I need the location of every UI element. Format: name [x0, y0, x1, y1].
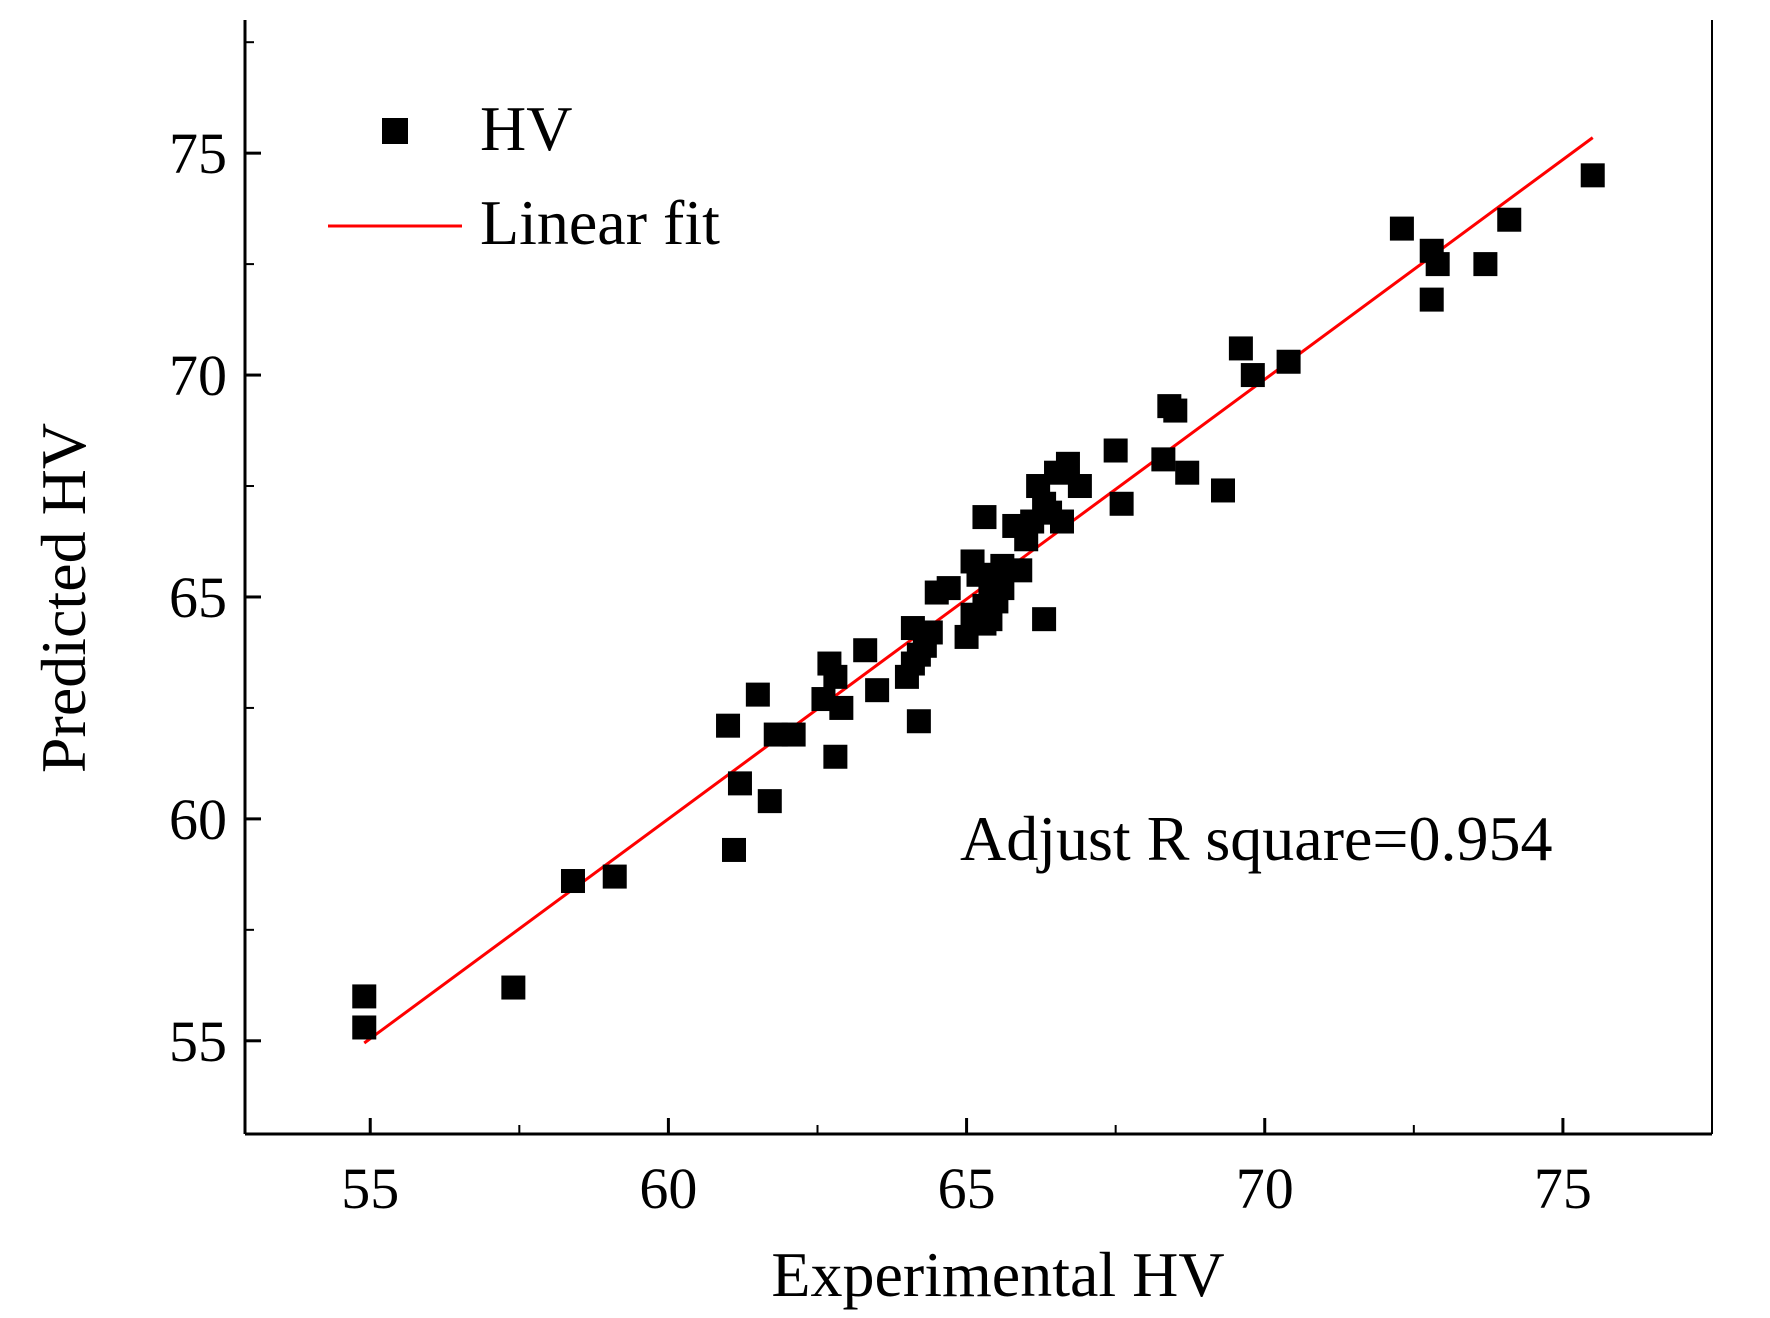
- x-tick-label: 55: [341, 1156, 399, 1221]
- ticks: 55 60 65 70 75 55 60 65 70 75: [169, 41, 1713, 1221]
- legend-label-hv: HV: [480, 93, 572, 164]
- data-point: [865, 678, 890, 703]
- data-point: [1580, 163, 1605, 188]
- data-point: [823, 744, 848, 769]
- data-point: [1163, 398, 1188, 423]
- data-point: [1419, 287, 1444, 312]
- data-point: [1211, 478, 1235, 503]
- x-tick-label: 70: [1236, 1156, 1294, 1221]
- data-point: [1497, 207, 1522, 232]
- x-tick-label: 65: [938, 1156, 996, 1221]
- y-tick-label: 60: [169, 787, 227, 852]
- data-point: [918, 620, 943, 645]
- data-point: [560, 869, 585, 894]
- data-point: [781, 722, 806, 747]
- data-point: [1008, 558, 1033, 583]
- y-tick-label: 55: [169, 1009, 227, 1074]
- data-point: [352, 984, 377, 1009]
- data-point: [727, 771, 752, 796]
- data-point: [1151, 447, 1176, 472]
- data-point: [1228, 336, 1253, 361]
- data-point: [1473, 252, 1498, 277]
- y-axis-title: Predicted HV: [28, 423, 99, 773]
- data-point: [722, 837, 746, 862]
- x-tick-label: 60: [639, 1156, 697, 1221]
- axes: [243, 20, 1713, 1136]
- data-point: [1067, 474, 1092, 499]
- data-point: [906, 709, 931, 734]
- data-point: [936, 576, 961, 601]
- data-point: [1055, 451, 1080, 476]
- data-point: [823, 664, 848, 689]
- r-square-annotation: Adjust R square=0.954: [960, 803, 1553, 874]
- data-point: [1109, 491, 1134, 516]
- data-point: [1389, 216, 1414, 241]
- data-point: [1032, 607, 1057, 632]
- data-point: [829, 695, 854, 720]
- x-tick-label: 75: [1534, 1156, 1592, 1221]
- legend: HV Linear fit: [328, 93, 720, 258]
- y-tick-label: 70: [169, 343, 227, 408]
- data-point: [1425, 252, 1450, 277]
- data-point: [853, 638, 878, 663]
- y-tick-label: 65: [169, 565, 227, 630]
- data-points: [352, 163, 1605, 1040]
- data-point: [972, 505, 997, 530]
- legend-marker-hv: [382, 118, 408, 144]
- x-axis-title: Experimental HV: [771, 1239, 1224, 1310]
- data-point: [501, 975, 526, 1000]
- data-point: [1240, 363, 1265, 388]
- y-tick-label: 75: [169, 121, 227, 186]
- data-point: [716, 713, 741, 738]
- data-point: [1049, 509, 1074, 534]
- legend-label-linear-fit: Linear fit: [480, 187, 720, 258]
- data-point: [745, 682, 770, 707]
- data-point: [757, 789, 782, 814]
- data-point: [1103, 438, 1128, 463]
- data-point: [352, 1015, 377, 1040]
- data-point: [1276, 349, 1301, 374]
- data-point: [602, 864, 627, 889]
- data-point: [1175, 460, 1200, 485]
